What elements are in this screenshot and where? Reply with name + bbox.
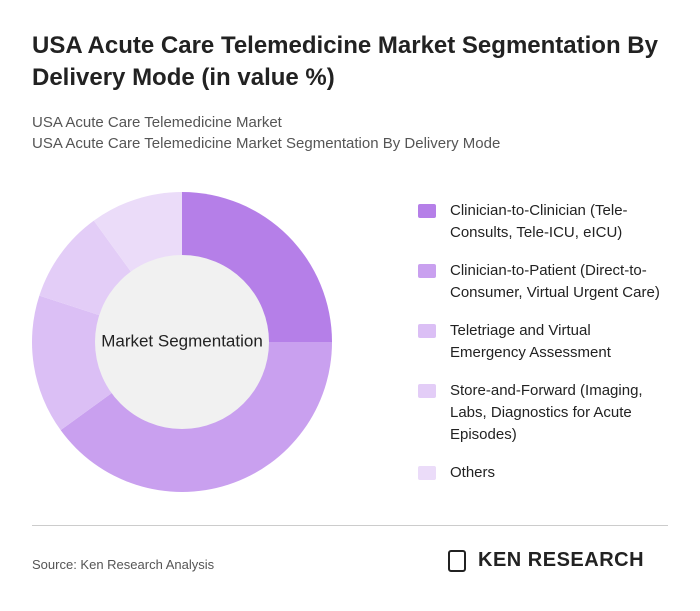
legend-label: Store-and-Forward (Imaging, Labs, Diagno… (450, 382, 643, 443)
legend-label: Teletriage and Virtual Emergency Assessm… (450, 322, 611, 361)
legend-item: Others (418, 462, 678, 484)
legend-swatch (418, 384, 436, 398)
legend-label: Clinician-to-Patient (Direct-to-Consumer… (450, 262, 660, 301)
legend-item: Clinician-to-Patient (Direct-to-Consumer… (418, 260, 678, 304)
source: Source: Ken Research Analysis (32, 557, 215, 572)
chart-title: USA Acute Care Telemedicine Market Segme… (32, 32, 658, 91)
legend-label: Clinician-to-Clinician (Tele-Consults, T… (450, 202, 628, 241)
divider (32, 525, 668, 526)
chart: Market Segmentation (32, 192, 332, 492)
legend-item: Teletriage and Virtual Emergency Assessm… (418, 320, 678, 364)
subtitle: USA Acute Care Telemedicine Market (32, 114, 282, 131)
legend-swatch (418, 324, 436, 338)
legend: Clinician-to-Clinician (Tele-Consults, T… (418, 200, 678, 500)
legend-label: Others (450, 464, 496, 481)
legend-swatch (418, 466, 436, 480)
subtitle: USA Acute Care Telemedicine Market Segme… (32, 135, 501, 152)
legend-swatch (418, 264, 436, 278)
logo-text: KEN RESEARCH (478, 549, 645, 571)
donut-hole (95, 255, 269, 429)
legend-item: Clinician-to-Clinician (Tele-Consults, T… (418, 200, 678, 244)
legend-swatch (418, 204, 436, 218)
logo-icon (448, 549, 466, 572)
logo: KEN RESEARCH (448, 549, 644, 572)
legend-item: Store-and-Forward (Imaging, Labs, Diagno… (418, 380, 678, 446)
center-label: Market Segmentation (101, 331, 263, 350)
